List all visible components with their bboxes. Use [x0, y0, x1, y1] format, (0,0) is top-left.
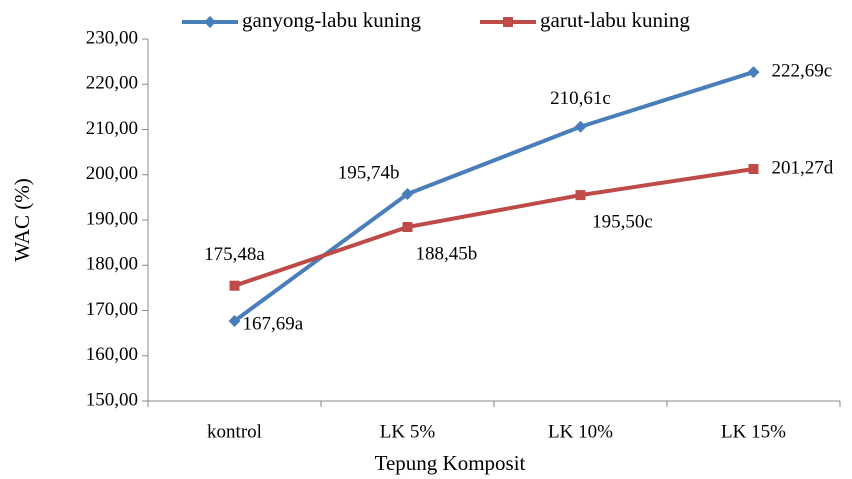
legend-label: garut-labu kuning: [540, 8, 690, 32]
marker: [401, 188, 414, 201]
x-axis-title: Tepung Komposit: [375, 451, 526, 475]
x-tick-label: LK 5%: [380, 421, 436, 442]
marker: [229, 280, 240, 291]
marker: [574, 120, 587, 133]
line: [233, 167, 754, 288]
y-tick-label: 180,00: [86, 254, 138, 275]
line: [233, 70, 755, 323]
x-tick-label: LK 10%: [548, 421, 613, 442]
y-tick-label: 220,00: [86, 73, 138, 94]
legend-label: ganyong-labu kuning: [242, 8, 422, 32]
marker: [228, 314, 241, 327]
y-axis-title: WAC (%): [10, 178, 34, 261]
legend-marker: [204, 16, 216, 28]
y-tick-label: 200,00: [86, 163, 138, 184]
legend-marker: [503, 17, 513, 27]
data-label: 167,69a: [243, 313, 304, 334]
x-tick-label: LK 15%: [721, 421, 786, 442]
data-label: 175,48a: [204, 244, 265, 265]
y-tick-label: 210,00: [86, 118, 138, 139]
data-label: 195,74b: [338, 162, 400, 183]
y-tick-label: 170,00: [86, 299, 138, 320]
marker: [575, 190, 586, 201]
data-label: 210,61c: [550, 88, 611, 109]
y-tick-label: 160,00: [86, 344, 138, 365]
marker: [747, 66, 760, 79]
y-tick-label: 150,00: [86, 389, 138, 410]
marker: [748, 164, 759, 175]
data-label: 222,69c: [772, 60, 833, 81]
marker: [402, 222, 413, 233]
y-tick-label: 230,00: [86, 27, 138, 48]
data-label: 201,27d: [772, 157, 834, 178]
y-tick-label: 190,00: [86, 208, 138, 229]
data-label: 195,50c: [592, 211, 653, 232]
x-tick-label: kontrol: [207, 421, 262, 442]
data-label: 188,45b: [416, 243, 478, 264]
